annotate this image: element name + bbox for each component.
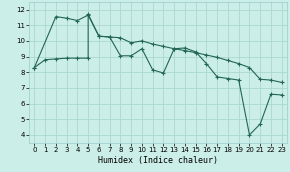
- X-axis label: Humidex (Indice chaleur): Humidex (Indice chaleur): [98, 156, 218, 165]
